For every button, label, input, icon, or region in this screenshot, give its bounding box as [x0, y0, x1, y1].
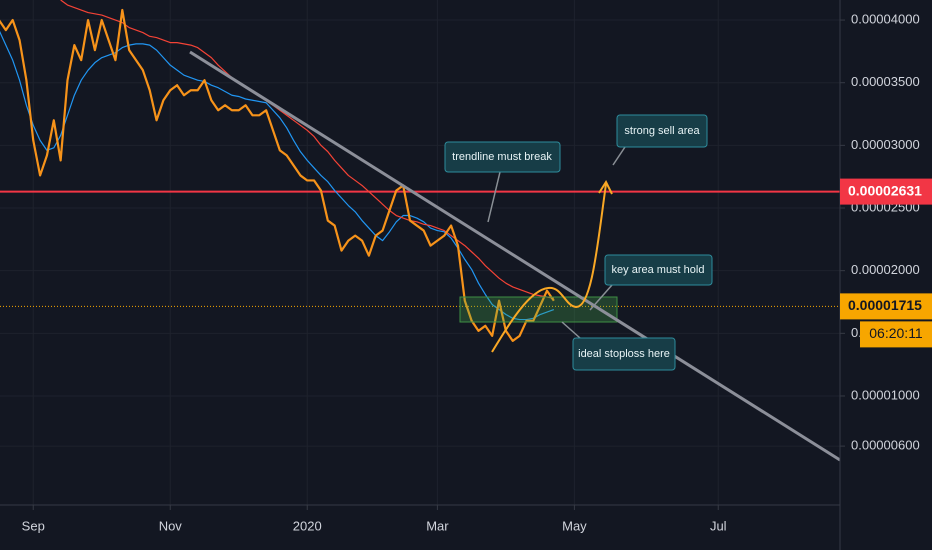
- y-tick-label: 0.00002000: [851, 262, 920, 277]
- price-line: [0, 8, 555, 342]
- callout-pointer: [487, 171, 501, 223]
- y-tick-label: 0.00001000: [851, 387, 920, 402]
- y-tick-label: 0.00003500: [851, 74, 920, 89]
- x-tick-label: Jul: [710, 518, 727, 533]
- grid: [0, 0, 840, 505]
- y-tick-label: 0.00004000: [851, 11, 920, 26]
- series-layer: [0, 0, 840, 342]
- countdown-bg: [860, 321, 932, 348]
- callout-box: [572, 337, 676, 371]
- trendline: [189, 50, 840, 462]
- x-tick-label: Nov: [159, 518, 183, 533]
- projection-path: [491, 183, 607, 353]
- drawings: trendline must break strong sell area ke…: [189, 50, 840, 462]
- support-zone: [459, 296, 618, 323]
- time-axis-panel: [0, 505, 840, 550]
- y-tick-label: 0.00000600: [851, 438, 920, 453]
- x-tick-label: May: [562, 518, 587, 533]
- callout-pointer: [561, 321, 581, 339]
- price-axis-panel: [840, 0, 932, 550]
- annotation: ideal stoploss here: [578, 348, 670, 360]
- annotation: key area must hold: [612, 264, 705, 276]
- callout-pointer: [589, 284, 613, 311]
- level-label-bg: [840, 178, 932, 205]
- x-tick-label: Sep: [22, 518, 45, 533]
- last-price-label: 0.00001715: [848, 297, 922, 313]
- countdown: 06:20:11: [869, 325, 923, 341]
- x-tick-label: Mar: [426, 518, 449, 533]
- x-tick-label: 2020: [293, 518, 322, 533]
- projection-arrowhead: [598, 179, 613, 195]
- last-price-label-bg: [840, 293, 932, 320]
- level-label: 0.00002631: [848, 182, 922, 198]
- annotation: strong sell area: [624, 125, 700, 137]
- callout-pointer: [612, 146, 626, 166]
- price-line: [60, 0, 554, 299]
- annotation: trendline must break: [452, 151, 552, 163]
- callout-box: [616, 114, 708, 148]
- y-tick-label: 0.00003000: [851, 137, 920, 152]
- callout-box: [444, 141, 561, 173]
- price-line: [0, 30, 555, 321]
- price-labels: 0.00002631 0.00001715 06:20:11: [840, 178, 932, 348]
- callout-box: [604, 254, 713, 286]
